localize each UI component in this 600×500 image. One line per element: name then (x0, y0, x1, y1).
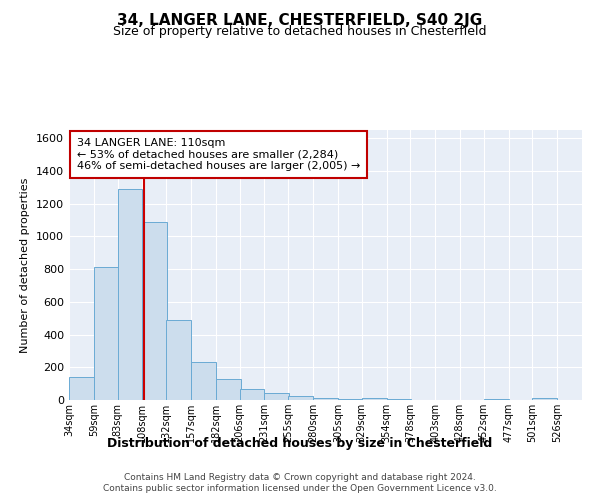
Text: Contains HM Land Registry data © Crown copyright and database right 2024.: Contains HM Land Registry data © Crown c… (124, 472, 476, 482)
Text: 34, LANGER LANE, CHESTERFIELD, S40 2JG: 34, LANGER LANE, CHESTERFIELD, S40 2JG (118, 12, 482, 28)
Text: Distribution of detached houses by size in Chesterfield: Distribution of detached houses by size … (107, 438, 493, 450)
Bar (386, 399, 412, 400)
Text: Size of property relative to detached houses in Chesterfield: Size of property relative to detached ho… (113, 25, 487, 38)
Bar (142, 222, 167, 400)
Bar (191, 362, 216, 400)
Bar (338, 399, 363, 400)
Bar (362, 398, 386, 400)
Text: Contains public sector information licensed under the Open Government Licence v3: Contains public sector information licen… (103, 484, 497, 493)
Bar (166, 320, 191, 400)
Bar (265, 394, 289, 400)
Bar (484, 399, 509, 400)
Bar (94, 268, 119, 400)
Bar (69, 377, 94, 400)
Bar (532, 398, 557, 400)
Text: 34 LANGER LANE: 110sqm
← 53% of detached houses are smaller (2,284)
46% of semi-: 34 LANGER LANE: 110sqm ← 53% of detached… (77, 138, 360, 172)
Bar (313, 398, 338, 400)
Bar (118, 189, 142, 400)
Bar (216, 378, 241, 400)
Bar (239, 390, 265, 400)
Y-axis label: Number of detached properties: Number of detached properties (20, 178, 31, 352)
Bar (288, 396, 313, 400)
